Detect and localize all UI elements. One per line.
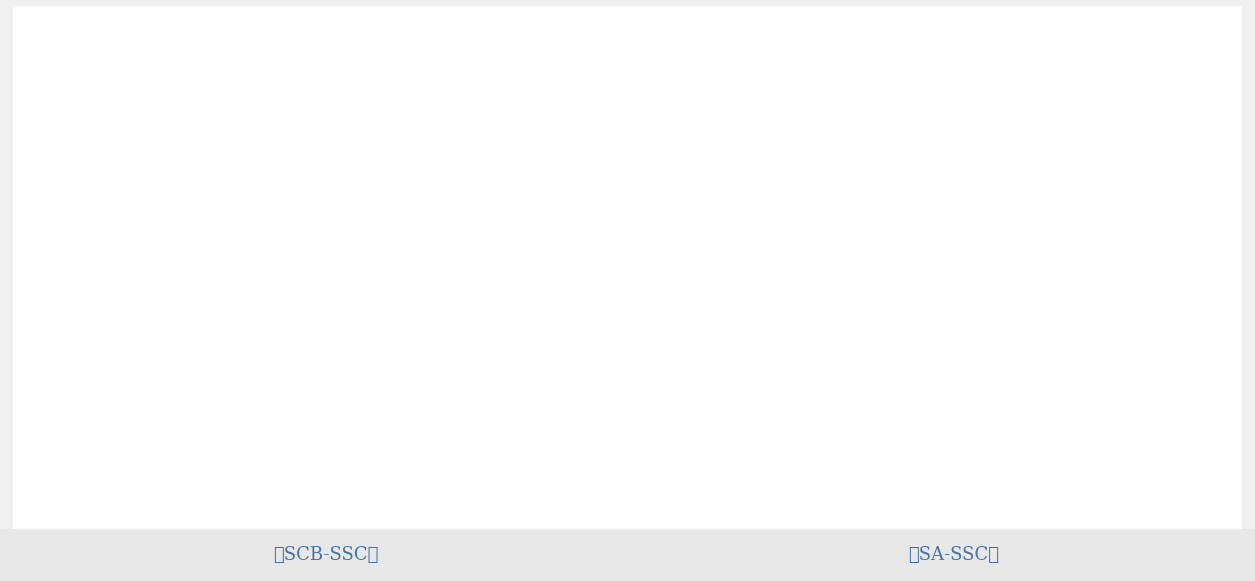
Text: y = 0.0497x - 3.4079
R² = 0.5195: y = 0.0497x - 3.4079 R² = 0.5195	[156, 73, 318, 106]
Point	[848, 346, 868, 356]
Point	[527, 95, 547, 105]
Point	[336, 279, 356, 289]
Point	[326, 326, 346, 335]
Point	[447, 205, 467, 214]
Point	[861, 268, 881, 278]
Point	[537, 118, 557, 127]
Point	[868, 203, 889, 213]
Point	[366, 228, 387, 237]
Point	[517, 209, 537, 218]
Point	[956, 196, 976, 205]
Y-axis label: Log$_\mathregular{10}$SSC: Log$_\mathregular{10}$SSC	[19, 236, 38, 310]
Point	[994, 194, 1014, 203]
Point	[326, 361, 346, 371]
Point	[437, 198, 457, 207]
Point	[813, 426, 833, 436]
Point	[1082, 274, 1102, 284]
Point	[856, 278, 876, 287]
Point	[467, 207, 487, 216]
Text: 〈SA-SSC〉: 〈SA-SSC〉	[909, 546, 999, 564]
Point	[547, 170, 567, 179]
X-axis label: Sediment attenuation Coefficient: Sediment attenuation Coefficient	[811, 537, 1097, 552]
Point	[861, 268, 881, 278]
Point	[949, 397, 969, 406]
Point	[843, 274, 863, 284]
Point	[833, 289, 853, 298]
Point	[336, 274, 356, 284]
Point	[366, 274, 387, 284]
Point	[457, 194, 477, 203]
Point	[326, 426, 346, 436]
Point	[266, 406, 286, 415]
Point	[1007, 170, 1027, 179]
Point	[944, 198, 964, 207]
Point	[881, 175, 901, 185]
Text: y = 1.2575x + 1.3321
R² = 0.6999: y = 1.2575x + 1.3321 R² = 0.6999	[979, 331, 1148, 364]
Point	[823, 326, 843, 335]
Point	[467, 268, 487, 278]
Point	[873, 287, 894, 296]
Point	[407, 352, 427, 361]
Point	[1107, 116, 1127, 125]
Point	[336, 397, 356, 406]
Point	[457, 274, 477, 284]
Point	[356, 175, 376, 185]
Text: 〈SCB-SSC〉: 〈SCB-SSC〉	[274, 546, 379, 564]
Point	[914, 228, 934, 237]
Point	[316, 361, 336, 371]
X-axis label: SCB: SCB	[310, 537, 343, 552]
Point	[841, 278, 861, 287]
Point	[846, 268, 866, 278]
Point	[1074, 92, 1094, 101]
Point	[346, 287, 366, 296]
Y-axis label: Log$_\mathregular{10}$SSC: Log$_\mathregular{10}$SSC	[646, 236, 665, 310]
Point	[886, 287, 906, 296]
Point	[851, 274, 871, 284]
Point	[828, 361, 848, 371]
Point	[806, 436, 826, 445]
Point	[1069, 95, 1089, 105]
Point	[397, 369, 417, 378]
Point	[527, 92, 547, 101]
Point	[818, 408, 838, 417]
